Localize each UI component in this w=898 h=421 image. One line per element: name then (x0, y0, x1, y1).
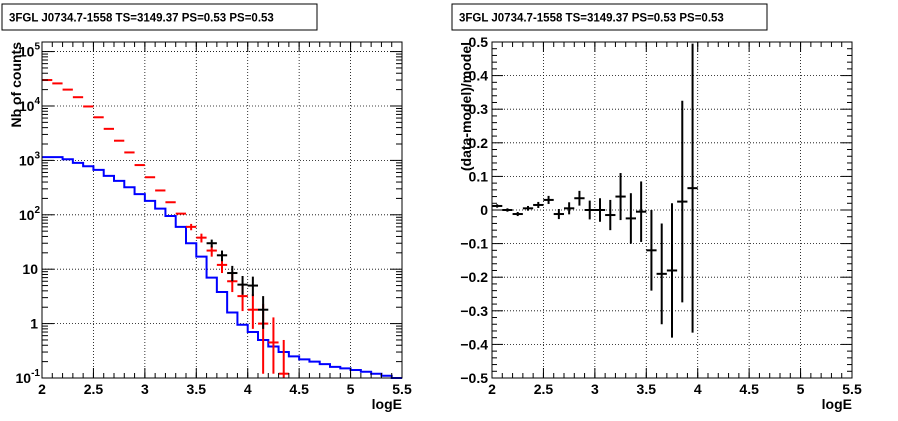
y-tick-label: 0.3 (469, 101, 489, 117)
residuals-x-label: logE (822, 396, 852, 412)
y-tick-label: −0.1 (460, 236, 488, 252)
x-tick-label: 3.5 (187, 381, 207, 397)
x-tick-label: 4 (694, 381, 702, 397)
x-tick-label: 4 (244, 381, 252, 397)
x-tick-label: 4.5 (739, 381, 759, 397)
x-tick-label: 5.5 (842, 381, 862, 397)
y-tick-label: 10-1 (16, 368, 41, 386)
y-tick-label: 0 (480, 202, 488, 218)
x-tick-label: 5 (347, 381, 355, 397)
x-tick-label: 2.5 (84, 381, 104, 397)
x-tick-label: 4.5 (289, 381, 309, 397)
y-tick-label: −0.4 (460, 336, 488, 352)
y-tick-label: 0.5 (469, 34, 489, 50)
y-tick-label: −0.2 (460, 269, 488, 285)
residuals-y-label: (data-model)/model (458, 42, 474, 171)
residuals-panel: 2 2.5 3 3.5 4 4.5 5 5.5 −0.5 −0.4 −0.3 −0.2 −0.1 0 0.1… (451, 3, 862, 412)
counts-axes: 2 2.5 3 3.5 4 4.5 5 5.5 10-1 1 10 102 103 104 105 (16, 42, 412, 397)
counts-title: 3FGL J0734.7-1558 TS=3149.37 PS=0.53 PS=… (9, 13, 274, 25)
y-tick-label: 103 (19, 150, 41, 168)
x-tick-label: 5 (797, 381, 805, 397)
residuals-plot-area (492, 43, 698, 338)
y-tick-label: 0.2 (469, 135, 489, 151)
residuals-title: 3FGL J0734.7-1558 TS=3149.37 PS=0.53 PS=… (459, 13, 724, 25)
x-tick-label: 5.5 (392, 381, 412, 397)
counts-frame (41, 41, 403, 379)
x-tick-label: 2 (488, 381, 496, 397)
residuals-axes: 2 2.5 3 3.5 4 4.5 5 5.5 −0.5 −0.4 −0.3 −0.2 −0.1 0 0.1… (460, 34, 862, 397)
residuals-title-box (451, 3, 768, 31)
y-tick-label: 102 (19, 205, 41, 223)
counts-panel: 2 2.5 3 3.5 4 4.5 5 5.5 10-1 1 10 102 103 104 105 3FGL… (1, 3, 412, 412)
y-tick-label: −0.5 (460, 370, 488, 386)
y-tick-label: 104 (19, 96, 41, 114)
counts-title-box (1, 3, 318, 31)
x-tick-label: 2.5 (534, 381, 554, 397)
y-tick-label: 10 (22, 261, 38, 277)
y-tick-label: −0.3 (460, 303, 488, 319)
x-tick-label: 3.5 (637, 381, 657, 397)
x-tick-label: 3 (141, 381, 149, 397)
y-tick-label: 105 (19, 42, 41, 60)
x-tick-label: 2 (38, 381, 46, 397)
x-tick-label: 3 (591, 381, 599, 397)
counts-y-label: Nb of counts (8, 42, 24, 128)
y-tick-label: 0.1 (469, 168, 489, 184)
model-histogram (42, 156, 402, 379)
y-tick-label: 0.4 (469, 68, 489, 84)
counts-x-label: logE (372, 396, 402, 412)
y-tick-label: 1 (30, 316, 38, 332)
